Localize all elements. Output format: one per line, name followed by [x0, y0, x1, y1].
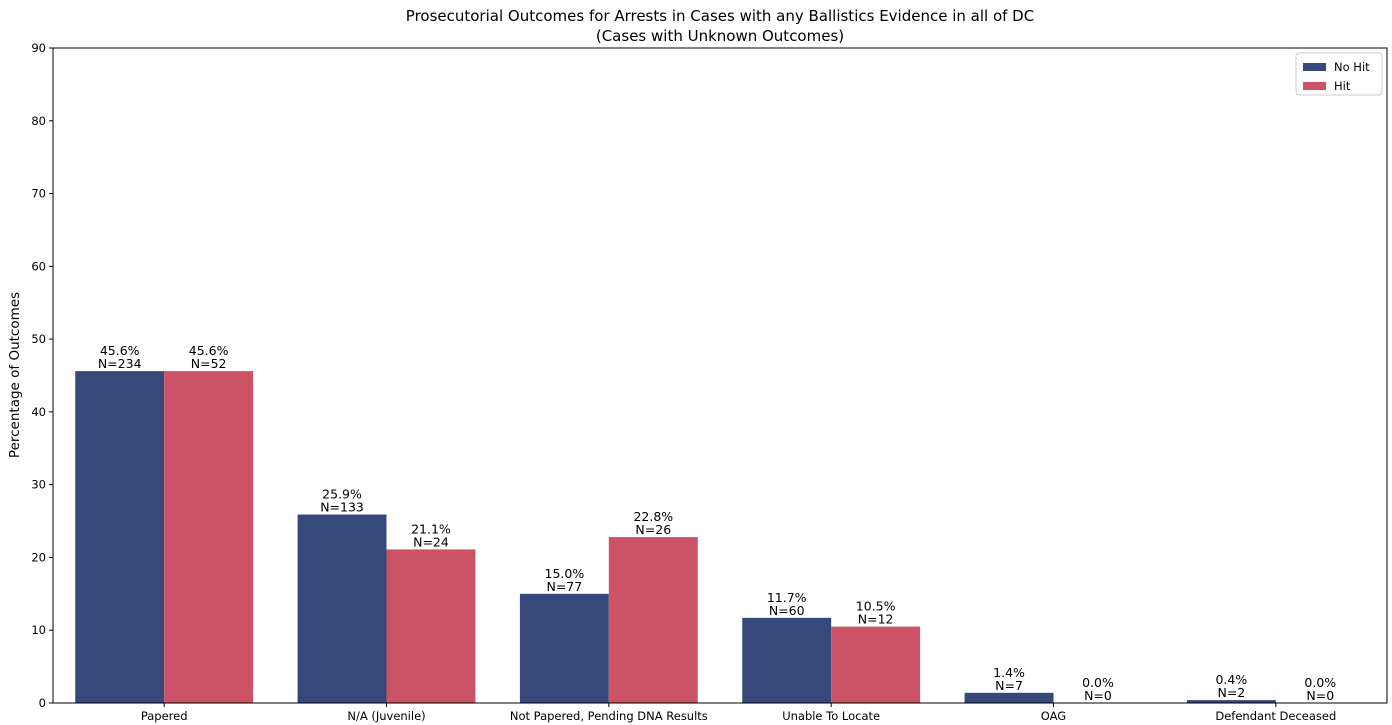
- bar-pct-label: 1.4%: [993, 665, 1025, 680]
- bar-hit-1: [164, 371, 254, 703]
- y-tick-label: 70: [31, 187, 46, 201]
- bar-pct-label: 11.7%: [767, 590, 807, 605]
- legend-label: Hit: [1334, 79, 1351, 93]
- bar-n-label: N=12: [858, 612, 894, 627]
- bar-hit-2: [386, 549, 476, 703]
- bar-n-label: N=0: [1306, 688, 1334, 703]
- bar-labels-group: 45.6%N=23445.6%N=5225.9%N=13321.1%N=2415…: [98, 343, 1336, 703]
- x-tick-label: Not Papered, Pending DNA Results: [510, 709, 708, 723]
- chart-subtitle: (Cases with Unknown Outcomes): [596, 27, 844, 45]
- bar-pct-label: 45.6%: [100, 343, 140, 358]
- plot-frame: [52, 47, 1388, 704]
- bar-pct-label: 21.1%: [411, 521, 451, 536]
- bar-no-hit-6: [1186, 700, 1276, 703]
- bar-pct-label: 10.5%: [856, 599, 896, 614]
- bar-n-label: N=7: [995, 678, 1023, 693]
- bar-no-hit-1: [75, 371, 165, 703]
- bar-n-label: N=0: [1084, 688, 1112, 703]
- bar-n-label: N=77: [546, 579, 582, 594]
- y-tick-label: 50: [31, 332, 46, 346]
- x-tick-label: Defendant Deceased: [1215, 709, 1336, 723]
- bar-no-hit-5: [964, 692, 1054, 703]
- bars-group: [75, 371, 1276, 703]
- bar-pct-label: 15.0%: [545, 566, 585, 581]
- bar-n-label: N=234: [98, 356, 142, 371]
- bar-pct-label: 22.8%: [633, 509, 673, 524]
- bar-n-label: N=24: [413, 534, 449, 549]
- y-tick-label: 20: [31, 550, 46, 564]
- legend-label: No Hit: [1334, 60, 1370, 74]
- bar-n-label: N=2: [1217, 685, 1245, 700]
- y-tick-label: 90: [31, 41, 46, 55]
- y-axis-label: Percentage of Outcomes: [7, 292, 23, 458]
- x-tick-label: N/A (Juvenile): [347, 709, 425, 723]
- bar-n-label: N=60: [769, 603, 805, 618]
- bar-pct-label: 25.9%: [322, 487, 362, 502]
- bar-pct-label: 0.4%: [1215, 672, 1247, 687]
- legend-swatch: [1303, 82, 1326, 90]
- x-tick-label: Papered: [141, 709, 188, 723]
- x-axis-ticks: Papered N/A (Juvenile) Not Papered, Pendin…: [141, 703, 1336, 723]
- bar-n-label: N=52: [191, 356, 227, 371]
- chart-title: Prosecutorial Outcomes for Arrests in Ca…: [406, 7, 1034, 25]
- y-tick-label: 0: [39, 696, 46, 710]
- bar-n-label: N=26: [635, 522, 671, 537]
- y-tick-label: 40: [31, 405, 46, 419]
- bar-no-hit-4: [742, 617, 832, 703]
- bar-hit-4: [831, 626, 921, 703]
- bar-n-label: N=133: [320, 500, 364, 515]
- bar-no-hit-3: [519, 593, 609, 703]
- bar-no-hit-2: [297, 514, 387, 703]
- y-tick-label: 10: [31, 623, 46, 637]
- bar-pct-label: 45.6%: [189, 343, 229, 358]
- y-axis-ticks: 0 10 20 30 40 50 60 70 80 90: [31, 41, 53, 710]
- y-tick-label: 80: [31, 114, 46, 128]
- bar-pct-label: 0.0%: [1304, 675, 1336, 690]
- legend-swatch: [1303, 63, 1326, 71]
- x-tick-label: OAG: [1041, 709, 1066, 723]
- bar-pct-label: 0.0%: [1082, 675, 1114, 690]
- y-tick-label: 60: [31, 259, 46, 273]
- x-tick-label: Unable To Locate: [782, 709, 880, 723]
- legend: No Hit Hit: [1295, 52, 1383, 96]
- y-tick-label: 30: [31, 478, 46, 492]
- bar-hit-3: [608, 537, 698, 703]
